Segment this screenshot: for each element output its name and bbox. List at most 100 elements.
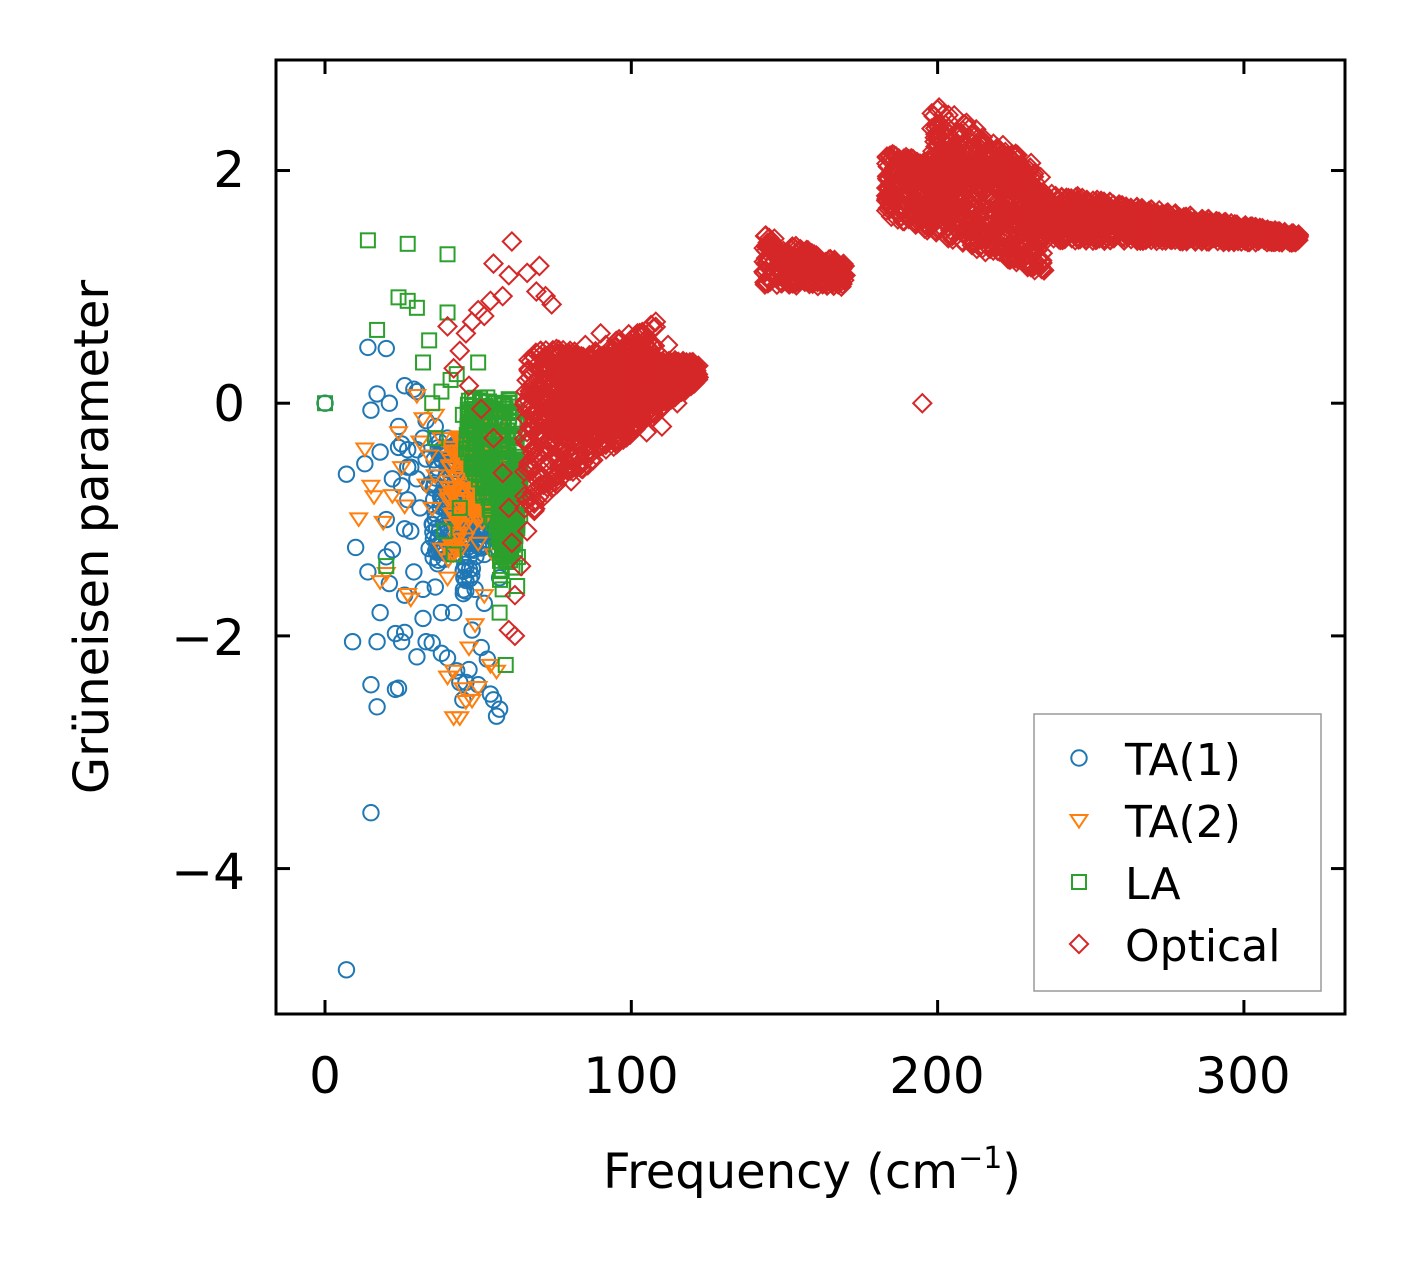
data-point	[583, 403, 605, 426]
x-axis-label: Frequency (cm−1)	[603, 1141, 1021, 1200]
data-point	[372, 515, 394, 532]
data-point	[368, 385, 386, 403]
data-point	[589, 427, 611, 449]
data-point	[348, 512, 369, 528]
legend-label-la: LA	[1125, 859, 1181, 910]
data-point	[676, 377, 698, 399]
data-point	[568, 380, 590, 402]
data-point	[790, 239, 812, 261]
data-point	[418, 449, 440, 465]
data-point	[641, 335, 663, 357]
data-point	[562, 402, 584, 424]
data-point	[495, 415, 512, 432]
data-point	[485, 395, 502, 412]
data-point	[623, 393, 645, 415]
data-point	[491, 571, 508, 588]
data-point	[484, 691, 503, 709]
data-point	[551, 418, 573, 440]
data-point	[392, 633, 411, 651]
data-point	[527, 470, 549, 492]
data-point	[390, 289, 407, 306]
x-tick-labels: 0 100 200 300	[309, 1047, 1291, 1105]
y-axis-label: Grüneisen parameter	[64, 280, 120, 795]
data-point	[432, 603, 451, 622]
data-point	[376, 567, 397, 583]
data-point	[791, 259, 813, 281]
data-point	[639, 369, 661, 391]
data-point	[414, 609, 432, 628]
data-point	[754, 259, 776, 281]
data-point	[478, 457, 495, 474]
data-point	[421, 332, 438, 349]
data-point	[498, 264, 520, 286]
data-point	[426, 417, 444, 436]
data-point	[402, 522, 420, 540]
data-point	[436, 523, 453, 540]
data-point	[371, 443, 389, 461]
data-point	[535, 348, 557, 370]
data-point	[568, 445, 590, 467]
data-point	[464, 618, 486, 634]
data-point	[504, 584, 526, 606]
data-point	[354, 442, 376, 458]
data-point	[785, 235, 807, 257]
data-point	[568, 456, 590, 478]
series-optical	[437, 97, 1310, 647]
data-point	[911, 392, 933, 414]
data-point	[467, 459, 484, 476]
data-point	[426, 505, 444, 523]
data-point	[525, 281, 547, 303]
data-point	[409, 435, 431, 451]
data-point	[509, 578, 526, 595]
data-point	[529, 340, 551, 362]
data-point	[439, 304, 456, 321]
data-point	[415, 354, 432, 371]
data-point	[540, 349, 562, 371]
data-point	[498, 619, 520, 641]
data-point	[449, 711, 471, 727]
data-point	[806, 250, 828, 272]
data-point	[524, 409, 546, 431]
data-point	[470, 354, 487, 371]
data-point	[437, 571, 458, 588]
data-point	[576, 408, 598, 430]
data-point	[431, 542, 452, 558]
data-point	[482, 253, 504, 275]
y-tick-label: −2	[171, 609, 245, 667]
data-point	[316, 394, 334, 412]
data-point	[377, 548, 395, 566]
data-point	[356, 455, 374, 473]
data-point	[399, 441, 417, 459]
data-point	[383, 470, 402, 488]
data-point	[626, 355, 648, 377]
data-point	[426, 578, 444, 596]
data-point	[550, 398, 572, 420]
data-point	[633, 370, 655, 392]
data-point	[369, 575, 391, 591]
data-point	[467, 513, 488, 529]
data-point	[455, 695, 477, 711]
data-point	[463, 456, 480, 473]
y-tick-label: 2	[213, 141, 245, 199]
data-point	[359, 232, 376, 249]
data-point	[412, 412, 434, 428]
data-point	[518, 360, 540, 382]
x-tick-label: 100	[583, 1047, 678, 1105]
data-point	[445, 480, 466, 497]
data-point	[397, 587, 418, 604]
data-point	[825, 262, 847, 284]
data-point	[363, 490, 385, 506]
data-point	[554, 396, 576, 418]
data-point	[475, 545, 493, 564]
data-point	[603, 421, 625, 443]
data-point	[491, 604, 508, 621]
data-point	[443, 664, 464, 681]
data-point	[754, 271, 776, 293]
data-point	[452, 682, 474, 698]
data-point	[515, 408, 537, 430]
data-point	[443, 357, 465, 379]
data-point	[796, 239, 818, 261]
y-tick-labels: −4 −2 0 2	[171, 141, 245, 901]
data-point	[317, 395, 334, 412]
data-point	[455, 532, 476, 548]
